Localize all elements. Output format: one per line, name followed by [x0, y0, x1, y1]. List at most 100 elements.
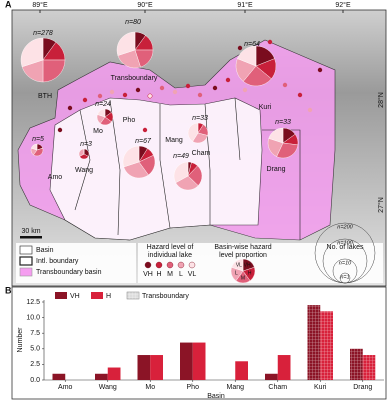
- lat-label: 27°N: [377, 197, 385, 213]
- legend-label: Basin: [36, 247, 54, 254]
- legend-label: n=200: [337, 224, 353, 230]
- legend-label: VH: [143, 271, 153, 278]
- legend-dot: [177, 261, 185, 269]
- legend-box: [16, 243, 136, 283]
- lon-label: 90°E: [137, 1, 153, 9]
- legend-dot: [188, 261, 196, 269]
- basin-name: Mo: [93, 128, 103, 135]
- lat-label: 28°N: [377, 92, 385, 108]
- basin-n: n=278: [33, 30, 53, 37]
- basin-n: n=67: [135, 138, 152, 145]
- scale-bar: [20, 236, 42, 239]
- chart-layer: 0.0 2.5 5.0 7.5 10.0 12.5 Amo Wang Mo Pho Mang Cham…: [26, 291, 384, 391]
- lon-label: 92°E: [335, 1, 351, 9]
- pie-slice: [237, 45, 257, 67]
- pie-slice: [187, 122, 199, 142]
- pie-slice: [231, 258, 244, 272]
- legend-swatch: [19, 245, 33, 255]
- x-tick-label: Mang: [226, 384, 244, 391]
- national-basins: [49, 97, 263, 241]
- x-tick-label: Drang: [353, 384, 372, 391]
- scale-label: 30 km: [21, 228, 40, 235]
- x-tick-label: Amo: [58, 384, 73, 391]
- lon-labels: 89°E 90°E 91°E 92°E 28°N 27°N: [32, 1, 384, 213]
- legend-label: n=100: [337, 240, 353, 246]
- transboundary-hatch: [320, 311, 333, 380]
- legend-label: H: [156, 271, 161, 278]
- legend-pie-label: VL: [236, 263, 242, 269]
- x-tick-label: Kuri: [314, 384, 327, 391]
- lon-label: 91°E: [237, 1, 253, 9]
- legend-label: n=10: [339, 260, 352, 266]
- bar: [235, 361, 248, 380]
- panel-label: B: [5, 285, 12, 295]
- basin-n: n=3: [80, 141, 92, 148]
- basin-name: Kuri: [259, 104, 272, 111]
- legend-label: Intl. boundary: [36, 258, 79, 265]
- panel-label: A: [5, 0, 12, 9]
- basin-n: n=24: [95, 101, 111, 108]
- bar: [137, 355, 151, 380]
- x-axis-title: Basin: [207, 393, 225, 400]
- legend-pie-label: L: [235, 270, 238, 276]
- legend-label: H: [106, 293, 111, 300]
- pie-slice: [242, 65, 272, 87]
- bar: [265, 373, 278, 380]
- x-tick-label: Wang: [99, 384, 117, 391]
- bar: [277, 355, 291, 380]
- legend-label: VH: [70, 293, 80, 300]
- x-tick-label: Mo: [145, 384, 155, 391]
- legend-title: Basin-wise hazard: [214, 244, 271, 251]
- legend-title: level proportion: [219, 252, 267, 259]
- legend-swatch: [19, 256, 33, 266]
- basin-name: BTH: [38, 93, 52, 100]
- basin-n: n=33: [192, 115, 208, 122]
- basin-name: Pho: [123, 117, 136, 124]
- pie-slice: [97, 108, 106, 118]
- pie-slice: [276, 142, 299, 159]
- basin-n: n=64: [244, 41, 260, 48]
- basin-n: n=5: [32, 136, 44, 143]
- legend-label: L: [179, 271, 183, 278]
- legend-swatch-hatch: [126, 291, 140, 300]
- pie-slice: [173, 161, 189, 184]
- basin-name: Wang: [75, 167, 93, 174]
- y-tick-label: 10.0: [26, 314, 40, 321]
- y-tick-label: 7.5: [30, 330, 40, 337]
- x-tick-label: Cham: [268, 384, 287, 391]
- legend-label: VL: [188, 271, 197, 278]
- legend-title: No. of lakes: [327, 244, 364, 251]
- legend-dot: [166, 261, 174, 269]
- pie-slice: [31, 143, 38, 151]
- legend-label: M: [167, 271, 173, 278]
- legend-dot: [155, 261, 163, 269]
- basin-name: Mang: [165, 137, 183, 144]
- legend-label: Transboundary: [142, 293, 189, 300]
- y-tick-label: 5.0: [30, 346, 40, 353]
- y-tick-label: 0.0: [30, 377, 40, 384]
- y-axis-title: Number: [17, 327, 24, 353]
- pie-slice: [122, 145, 140, 168]
- pie-slice: [123, 161, 149, 179]
- legend-pie-label: M: [241, 275, 245, 281]
- legend-dot: [144, 261, 152, 269]
- basin-boundaries: [74, 97, 301, 240]
- basin-name: Cham: [192, 150, 211, 157]
- lon-label: 89°E: [32, 1, 48, 9]
- pie-slice: [116, 31, 136, 56]
- pie-slice: [42, 59, 66, 83]
- transboundary-hatch: [362, 355, 376, 380]
- basin-name: Amo: [48, 174, 63, 181]
- legend-swatch: [19, 267, 33, 277]
- pie-slice: [268, 127, 284, 144]
- bar: [107, 367, 121, 380]
- pie-slice: [20, 37, 44, 68]
- bar: [52, 373, 66, 380]
- bar: [150, 355, 163, 380]
- size-circle: [339, 272, 351, 284]
- y-tick-label: 12.5: [26, 299, 40, 306]
- basin-n: n=33: [275, 119, 291, 126]
- basin-name: Transboundary: [111, 75, 158, 82]
- legend-swatch: [91, 292, 103, 299]
